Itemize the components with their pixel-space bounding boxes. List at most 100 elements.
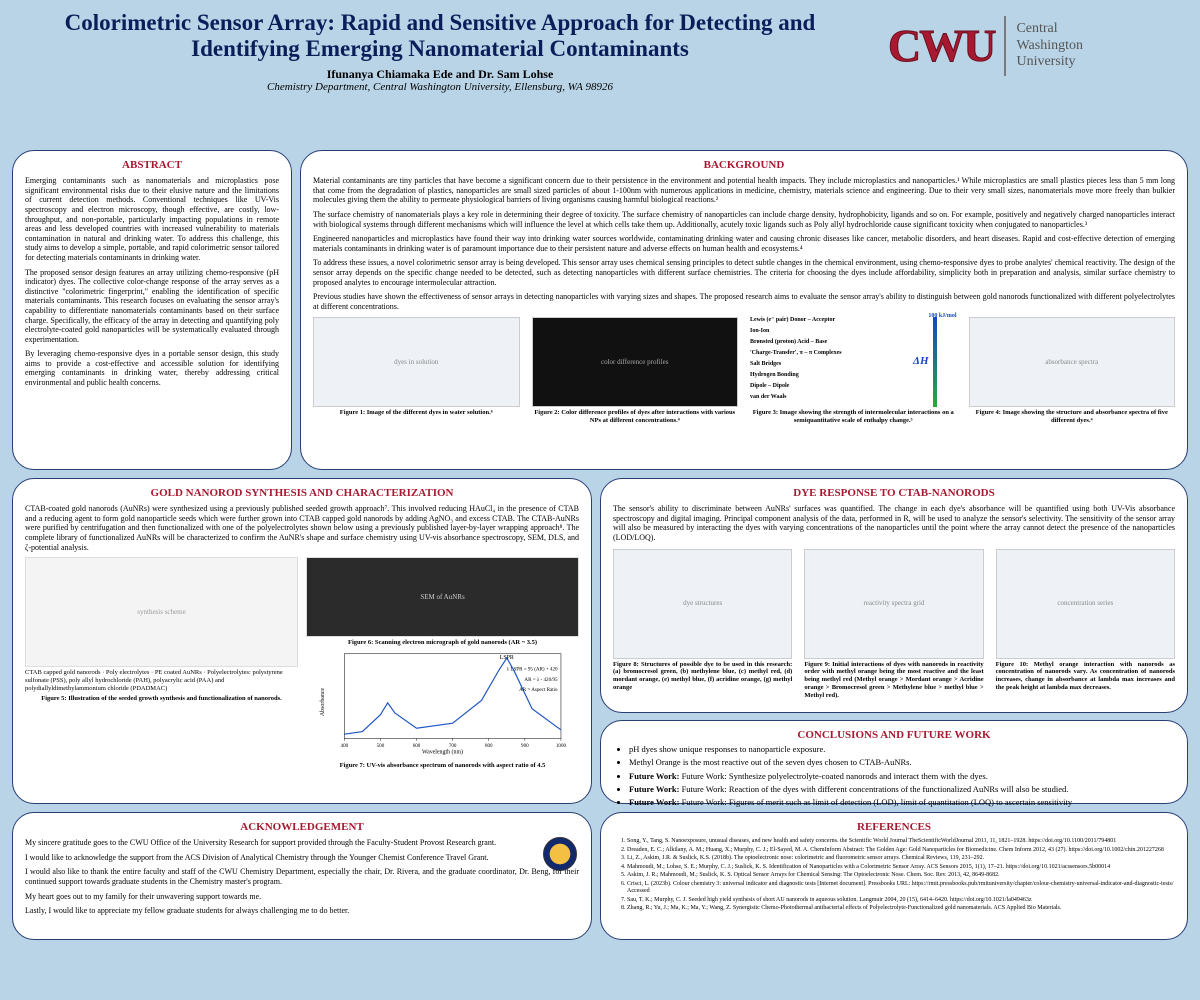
abstract-panel: ABSTRACT Emerging contaminants such as n… [12, 150, 292, 470]
figure-2-image: color difference profiles [532, 317, 739, 407]
ack-p3: I would also like to thank the entire fa… [25, 867, 579, 886]
conclusions-panel: CONCLUSIONS AND FUTURE WORK pH dyes show… [600, 720, 1188, 804]
synthesis-p1: CTAB-coated gold nanorods (AuNRs) were s… [25, 504, 579, 552]
background-p2: The surface chemistry of nanomaterials p… [313, 210, 1175, 229]
dye-p1: The sensor's ability to discriminate bet… [613, 504, 1175, 542]
conclusions-list: pH dyes show unique responses to nanopar… [613, 744, 1175, 807]
figure-7-chart: Wavelength (nm) Absorbance LSPR λ LSPR = 95… [306, 647, 579, 757]
cwu-word-1: Central [1016, 21, 1083, 38]
figure-2-caption: Figure 2: Color difference profiles of d… [532, 409, 739, 425]
figure-6-caption: Figure 6: Scanning electron micrograph o… [306, 639, 579, 647]
background-p5: Previous studies have shown the effectiv… [313, 292, 1175, 311]
background-p1: Material contaminants are tiny particles… [313, 176, 1175, 205]
conclusions-title: CONCLUSIONS AND FUTURE WORK [613, 729, 1175, 742]
abstract-title: ABSTRACT [25, 159, 279, 172]
enthalpy-row: Lewis (e⁻ pair) Donor – Acceptor [750, 317, 835, 324]
reference-item: Zhang, R.; Yu, J.; Ma, K.; Ma, Y.; Wang,… [627, 905, 1175, 913]
figure-8-image: dye structures [613, 549, 792, 659]
figure-5: synthesis scheme CTAB capped gold nanoro… [25, 557, 298, 769]
dye-figure-row: dye structures Figure 8: Structures of p… [613, 549, 1175, 700]
enthalpy-row: 'Charge-Transfer', π – π Complexes [750, 350, 842, 357]
svg-text:500: 500 [377, 743, 385, 749]
figure-9: reactivity spectra grid Figure 9: Initia… [804, 549, 983, 700]
reference-item: Dreaden, E. C.; Alkilany, A. M.; Huang, … [627, 847, 1175, 855]
header: Colorimetric Sensor Array: Rapid and Sen… [12, 10, 1188, 94]
figure-8-caption: Figure 8: Structures of possible dye to … [613, 661, 792, 692]
conclusion-b2: Methyl Orange is the most reactive out o… [629, 757, 1175, 767]
reference-item: Askim, J. R.; Mahmoudi, M.; Suslick, K. … [627, 872, 1175, 880]
conclusion-b4: Future Work: Future Work: Reaction of th… [629, 784, 1175, 794]
figure-3-caption: Figure 3: Image showing the strength of … [750, 409, 957, 425]
figure-4: absorbance spectra Figure 4: Image showi… [969, 317, 1176, 425]
figure-5-image: synthesis scheme [25, 557, 298, 667]
figure-4-image: absorbance spectra [969, 317, 1176, 407]
figure-3-scale: 100 kJ/mol ΔH Lewis (e⁻ pair) Donor – Ac… [750, 317, 957, 407]
conclusion-b1: pH dyes show unique responses to nanopar… [629, 744, 1175, 754]
enthalpy-row: Salt Bridges [750, 361, 781, 368]
figure-5-caption: Figure 5: Illustration of the seeded gro… [25, 695, 298, 703]
synthesis-figures: synthesis scheme CTAB capped gold nanoro… [25, 557, 579, 769]
enthalpy-bar [933, 317, 937, 407]
enthalpy-row: van der Waals [750, 394, 786, 401]
poster-title-line2: Identifying Emerging Nanomaterial Contam… [12, 36, 868, 62]
dye-title: DYE RESPONSE TO CTAB-NANORODS [613, 487, 1175, 500]
ack-p1: My sincere gratitude goes to the CWU Off… [25, 838, 579, 848]
affiliation: Chemistry Department, Central Washington… [12, 81, 868, 94]
figure-9-caption: Figure 9: Initial interactions of dyes w… [804, 661, 983, 700]
delta-h: ΔH [913, 355, 928, 368]
university-seal-icon [543, 837, 577, 871]
figure-10-image: concentration series [996, 549, 1175, 659]
reference-item: Li, Z., Askim, J.R. & Suslick, K.S. (201… [627, 855, 1175, 863]
figure-1: dyes in solution Figure 1: Image of the … [313, 317, 520, 417]
background-p3: Engineered nanoparticles and microplasti… [313, 234, 1175, 253]
cwu-word-2: Washington [1016, 38, 1083, 55]
title-block: Colorimetric Sensor Array: Rapid and Sen… [12, 10, 868, 94]
figure-1-image: dyes in solution [313, 317, 520, 407]
svg-text:λ LSPR = 95 (AR) + 420: λ LSPR = 95 (AR) + 420 [507, 666, 558, 673]
references-list: Song, Y., Tang, S. Nanoexposure, unusual… [613, 838, 1175, 913]
figure-6-7-col: SEM of AuNRs Figure 6: Scanning electron… [306, 557, 579, 769]
ack-p4: My heart goes out to my family for their… [25, 892, 579, 902]
figure-1-caption: Figure 1: Image of the different dyes in… [313, 409, 520, 417]
figure-8: dye structures Figure 8: Structures of p… [613, 549, 792, 692]
scale-top: 100 kJ/mol [928, 313, 956, 320]
svg-text:700: 700 [449, 743, 457, 749]
background-panel: BACKGROUND Material contaminants are tin… [300, 150, 1188, 470]
svg-text:600: 600 [413, 743, 421, 749]
svg-text:LSPR: LSPR [500, 655, 514, 661]
figure-5-labels: CTAB capped gold nanorods · Poly electro… [25, 669, 298, 692]
background-title: BACKGROUND [313, 159, 1175, 172]
figure-4-caption: Figure 4: Image showing the structure an… [969, 409, 1176, 425]
svg-text:400: 400 [341, 743, 349, 749]
svg-text:Wavelength (nm): Wavelength (nm) [422, 749, 463, 756]
abstract-p2: The proposed sensor design features an a… [25, 268, 279, 345]
poster-root: Colorimetric Sensor Array: Rapid and Sen… [0, 0, 1200, 1000]
svg-text:AR = Aspect Ratio: AR = Aspect Ratio [519, 687, 558, 693]
references-panel: REFERENCES Song, Y., Tang, S. Nanoexposu… [600, 812, 1188, 940]
svg-text:900: 900 [521, 743, 529, 749]
reference-item: Mahmoudi, M.; Lohse, S. E.; Murphy, C. J… [627, 864, 1175, 872]
enthalpy-row: Ion-Ion [750, 328, 769, 335]
poster-title-line1: Colorimetric Sensor Array: Rapid and Sen… [12, 10, 868, 36]
reference-item: Crisci, L. (2023b). Colour chemistry 3: … [627, 881, 1175, 896]
figure-7-caption: Figure 7: UV-vis absorbance spectrum of … [306, 762, 579, 770]
svg-text:1000: 1000 [556, 743, 567, 749]
conclusion-b3: Future Work: Future Work: Synthesize pol… [629, 771, 1175, 781]
svg-text:800: 800 [485, 743, 493, 749]
figure-10: concentration series Figure 10: Methyl o… [996, 549, 1175, 692]
abstract-p1: Emerging contaminants such as nanomateri… [25, 176, 279, 262]
ack-title: ACKNOWLEDGEMENT [25, 821, 579, 834]
ack-p2: I would like to acknowledge the support … [25, 853, 579, 863]
dye-response-panel: DYE RESPONSE TO CTAB-NANORODS The sensor… [600, 478, 1188, 713]
figure-6-image: SEM of AuNRs [306, 557, 579, 637]
svg-text:AR = λ - 420/95: AR = λ - 420/95 [524, 677, 558, 683]
cwu-logo: CWU Central Washington University [888, 16, 1188, 76]
cwu-mark: CWU [888, 18, 994, 73]
figure-3: 100 kJ/mol ΔH Lewis (e⁻ pair) Donor – Ac… [750, 317, 957, 425]
abstract-p3: By leveraging chemo-responsive dyes in a… [25, 349, 279, 387]
logo-divider [1004, 16, 1006, 76]
figure-10-caption: Figure 10: Methyl orange interaction wit… [996, 661, 1175, 692]
synthesis-title: GOLD NANOROD SYNTHESIS AND CHARACTERIZAT… [25, 487, 579, 500]
background-figure-row: dyes in solution Figure 1: Image of the … [313, 317, 1175, 425]
svg-text:Absorbance: Absorbance [320, 687, 326, 716]
